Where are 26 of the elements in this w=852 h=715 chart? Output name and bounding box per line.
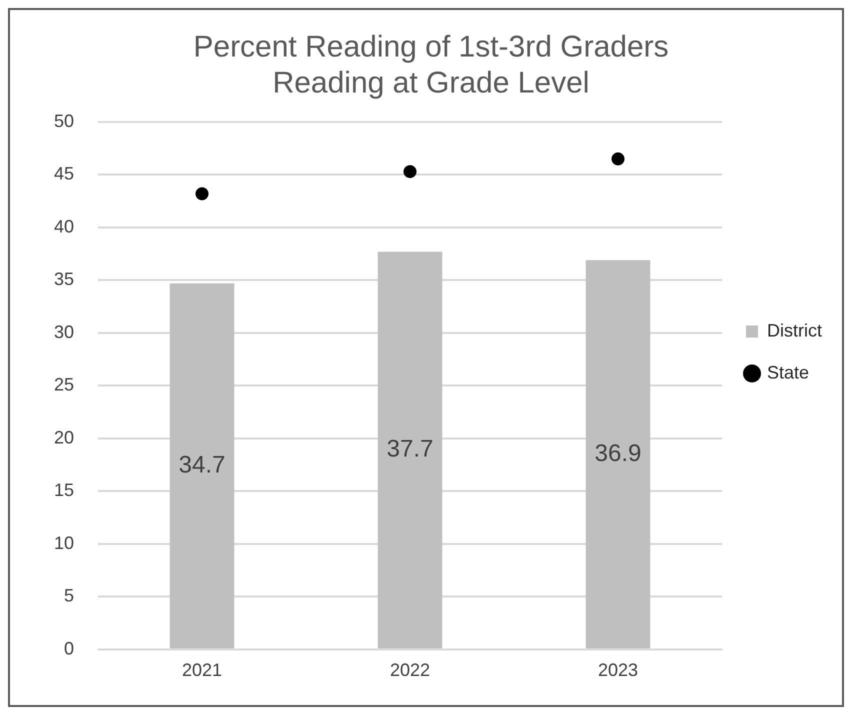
y-tick-label: 20 xyxy=(54,427,74,448)
data-label: 37.7 xyxy=(386,436,434,463)
x-tick-label: 2022 xyxy=(390,660,430,680)
bar xyxy=(378,252,442,648)
y-tick-label: 35 xyxy=(54,269,74,290)
data-label: 34.7 xyxy=(178,452,226,479)
chart-title: Percent Reading of 1st-3rd Graders Reading at Grade Level xyxy=(193,30,669,100)
y-tick-label: 30 xyxy=(54,322,74,342)
x-tick-label: 2021 xyxy=(182,660,222,680)
legend-label: District xyxy=(767,320,822,340)
y-tick-label: 25 xyxy=(54,374,74,395)
y-tick-label: 45 xyxy=(54,164,74,184)
x-tick-label: 2023 xyxy=(598,660,638,680)
y-tick-label: 10 xyxy=(54,532,74,553)
point xyxy=(612,152,625,166)
y-tick-label: 15 xyxy=(54,480,74,500)
point xyxy=(404,165,417,178)
y-tick-label: 40 xyxy=(54,216,74,236)
y-tick-label: 50 xyxy=(54,110,74,131)
bar xyxy=(586,260,650,648)
y-tick-label: 5 xyxy=(64,586,74,606)
data-label: 36.9 xyxy=(594,440,642,467)
legend-label: State xyxy=(767,362,810,382)
bar xyxy=(170,283,234,648)
point xyxy=(196,187,209,200)
y-tick-label: 0 xyxy=(64,638,74,658)
